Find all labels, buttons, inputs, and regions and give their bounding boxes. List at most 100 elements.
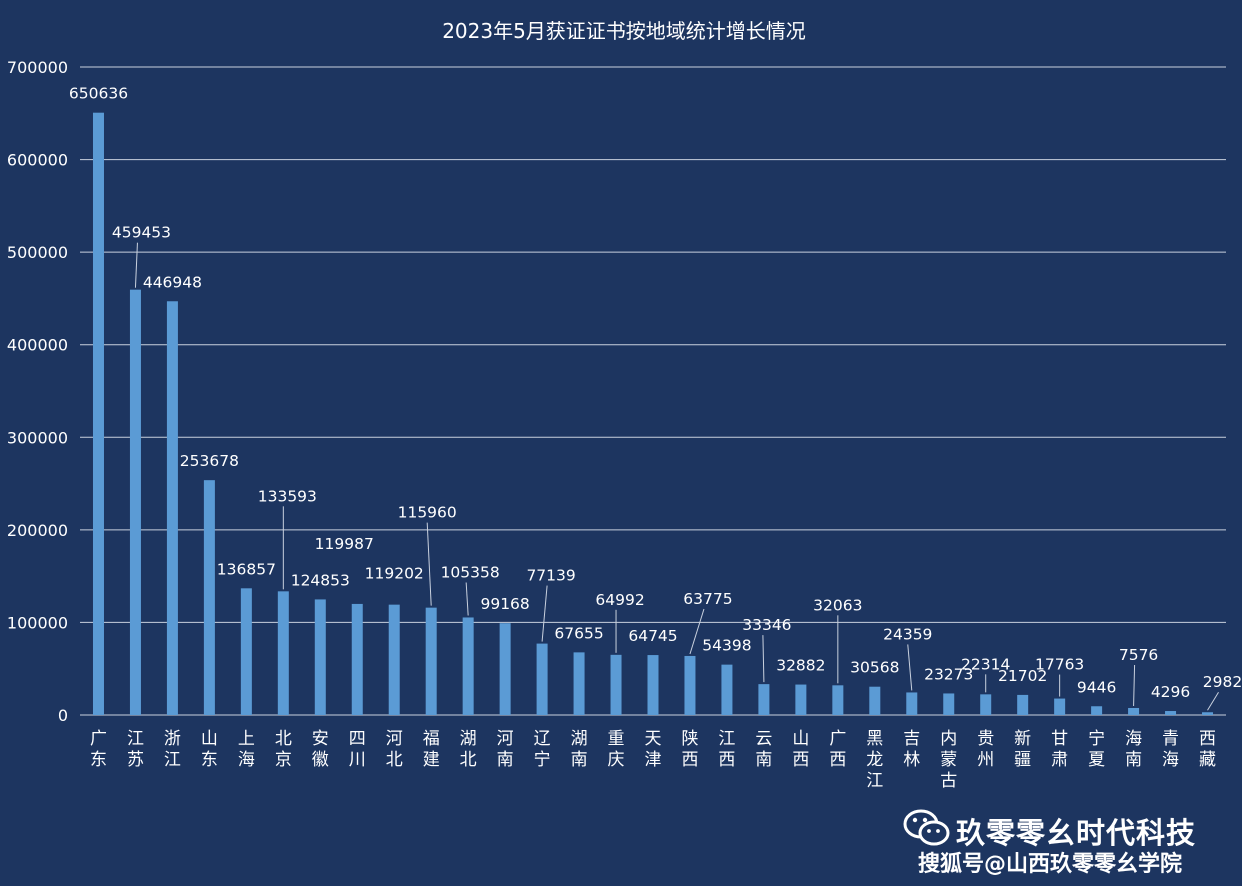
x-tick-label: 湖 [571,729,588,749]
data-label: 459453 [112,224,171,242]
x-tick-label: 浙 [164,729,181,749]
x-tick-label: 东 [90,750,107,770]
leader-lines [134,242,1219,711]
data-label: 23273 [924,665,973,683]
x-tick-label: 建 [423,750,440,770]
x-tick-label: 海 [1162,750,1179,770]
x-tick-label: 新 [1014,729,1031,749]
x-tick-label: 重 [608,729,625,749]
data-label: 253678 [180,452,239,470]
y-tick-label: 400000 [7,336,68,355]
x-tick-label: 徽 [312,750,329,770]
grid-layer [80,66,1226,716]
x-tick-label: 西 [681,750,698,770]
x-tick-label: 海 [238,750,255,770]
data-label: 22314 [961,655,1010,673]
leader-line [134,242,138,288]
bar [129,289,141,715]
bar [536,643,548,715]
data-labels: 650636 459453 446948 253678 136857 133593 1248… [69,85,1242,701]
bar [906,692,918,715]
leader-line [762,635,765,683]
bar [314,599,326,715]
x-tick-label: 蒙 [940,750,957,770]
leader-line [541,585,548,642]
data-label: 105358 [441,563,500,581]
data-label: 54398 [702,637,751,655]
bars [92,112,1214,715]
leader-line [907,644,913,691]
data-label: 24359 [883,625,932,643]
x-tick-label: 藏 [1199,750,1216,770]
data-label: 7576 [1119,646,1158,664]
x-tick-label: 津 [645,750,662,770]
data-label: 124853 [291,571,350,589]
bar [240,588,252,715]
data-label: 32063 [813,596,862,614]
bar [832,685,844,715]
leader-line [465,582,469,616]
bar [203,480,215,715]
x-tick-label: 湖 [460,729,477,749]
data-label: 17763 [1035,656,1084,674]
x-tick-label: 京 [275,750,292,770]
data-label: 133593 [258,487,317,505]
y-tick-label: 500000 [7,243,68,262]
data-label: 119987 [315,535,374,553]
wechat-icon [903,809,950,846]
watermark-subtitle: 搜狐号@山西玖零零幺学院 [918,852,1183,877]
x-tick-label: 苏 [127,750,144,770]
x-tick-label: 吉 [903,729,920,749]
x-tick-label: 南 [755,750,772,770]
x-tick-label: 宁 [1088,729,1105,749]
data-label: 2982 [1203,673,1242,691]
y-tick-label: 200000 [7,521,68,540]
x-tick-label: 西 [1199,729,1216,749]
bar [573,652,585,715]
bar [388,604,400,715]
x-tick-label: 云 [755,729,772,749]
x-tick-label: 肃 [1051,750,1068,770]
y-tick-label: 0 [58,706,68,725]
data-label: 33346 [742,616,791,634]
bar [1165,711,1177,715]
x-tick-label: 东 [201,750,218,770]
x-tick-label: 西 [792,750,809,770]
bar [647,655,659,715]
x-tick-label: 宁 [534,750,551,770]
x-tick-label: 山 [792,729,809,749]
x-tick-label: 南 [497,750,514,770]
bar [1017,694,1029,715]
y-tick-label: 100000 [7,613,68,632]
bar [721,664,733,715]
data-label: 446948 [143,273,202,291]
x-tick-label: 四 [349,729,366,749]
bar [1202,712,1214,715]
x-tick-label: 庆 [608,750,625,770]
x-tick-label: 陕 [681,729,698,749]
bar [351,603,363,715]
x-tick-label: 黑 [866,729,883,749]
x-tick-label: 海 [1125,729,1142,749]
bar [869,686,881,715]
x-tick-label: 广 [829,729,846,749]
bar [1091,706,1103,715]
x-tick-label: 疆 [1014,750,1031,770]
bar [166,301,178,715]
data-label: 136857 [217,560,276,578]
x-tick-label: 西 [718,750,735,770]
x-tick-label: 天 [645,729,662,749]
x-tick-label: 江 [164,750,181,770]
leader-line [689,608,705,655]
data-label: 77139 [526,567,575,585]
x-tick-label: 西 [829,750,846,770]
y-tick-label: 300000 [7,428,68,447]
x-tick-label: 福 [423,729,440,749]
bar [425,607,437,715]
leader-line [1133,664,1136,706]
data-label: 4296 [1151,683,1190,701]
y-tick-label: 600000 [7,151,68,170]
x-tick-label: 南 [1125,750,1142,770]
x-tick-label: 江 [866,771,883,791]
x-tick-label: 山 [201,729,218,749]
